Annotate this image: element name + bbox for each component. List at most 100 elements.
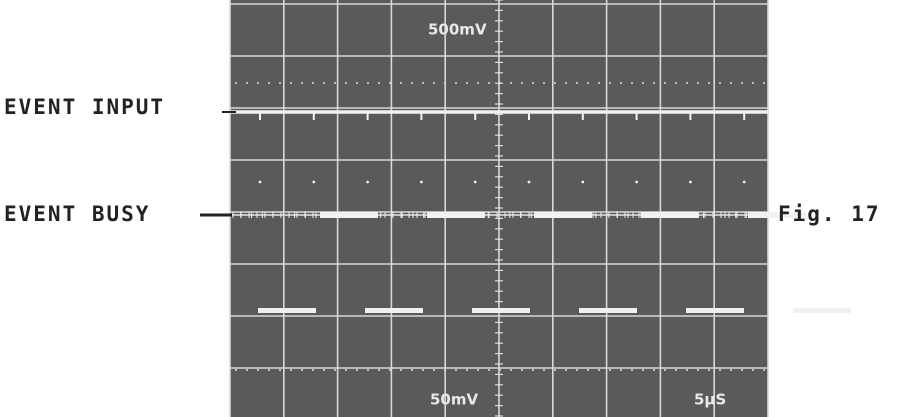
dotted-marker (257, 82, 259, 84)
dotted-marker (420, 181, 423, 184)
dotted-marker (477, 82, 479, 84)
dotted-marker (664, 82, 666, 84)
dotted-marker (422, 82, 424, 84)
dotted-marker (268, 82, 270, 84)
dotted-marker (554, 369, 556, 371)
dotted-marker (543, 82, 545, 84)
dotted-marker (689, 181, 692, 184)
top-scale-label: 500mV (428, 21, 487, 39)
dotted-marker (367, 82, 369, 84)
dotted-marker (510, 82, 512, 84)
dotted-marker (455, 369, 457, 371)
dotted-marker (301, 369, 303, 371)
dotted-marker (312, 181, 315, 184)
dotted-marker (345, 369, 347, 371)
busy-pulse (427, 212, 485, 218)
dotted-marker (620, 369, 622, 371)
dotted-marker (743, 181, 746, 184)
lower-pulse (365, 308, 423, 313)
dotted-marker (334, 82, 336, 84)
dotted-marker (235, 82, 237, 84)
dotted-marker (477, 369, 479, 371)
dotted-marker (741, 82, 743, 84)
dotted-marker (543, 369, 545, 371)
dotted-marker (235, 369, 237, 371)
dotted-marker (259, 181, 262, 184)
dotted-marker (378, 82, 380, 84)
dotted-marker (635, 181, 638, 184)
lower-pulse (579, 308, 637, 313)
event-busy-label: EVENT BUSY (4, 202, 150, 226)
dotted-marker (664, 369, 666, 371)
dotted-marker (730, 82, 732, 84)
dotted-marker (455, 82, 457, 84)
dotted-marker (741, 369, 743, 371)
dotted-marker (488, 369, 490, 371)
dotted-marker (565, 82, 567, 84)
dotted-marker (708, 369, 710, 371)
dotted-marker (334, 369, 336, 371)
dotted-marker (609, 82, 611, 84)
dotted-marker (581, 181, 584, 184)
lower-pulse (793, 308, 851, 313)
dotted-marker (697, 82, 699, 84)
dotted-marker (521, 82, 523, 84)
dotted-marker (686, 369, 688, 371)
dotted-marker (598, 82, 600, 84)
dotted-marker (499, 82, 501, 84)
dotted-marker (576, 369, 578, 371)
dotted-marker (752, 369, 754, 371)
figure: EVENT INPUT EVENT BUSY Fig. 17 500mV 50m… (0, 0, 912, 417)
dotted-marker (366, 181, 369, 184)
dotted-marker (532, 82, 534, 84)
dotted-marker (400, 82, 402, 84)
lower-pulse (472, 308, 530, 313)
dotted-marker (466, 82, 468, 84)
dotted-marker (433, 82, 435, 84)
dotted-marker (631, 369, 633, 371)
dotted-marker (587, 82, 589, 84)
dotted-marker (466, 369, 468, 371)
dotted-marker (642, 369, 644, 371)
dotted-marker (609, 369, 611, 371)
lower-pulse (258, 308, 316, 313)
dotted-marker (279, 369, 281, 371)
dotted-marker (246, 82, 248, 84)
dotted-marker (433, 369, 435, 371)
dotted-marker (719, 82, 721, 84)
dotted-marker (565, 369, 567, 371)
dotted-marker (719, 369, 721, 371)
dotted-marker (499, 369, 501, 371)
dotted-marker (257, 369, 259, 371)
dotted-marker (474, 181, 477, 184)
dotted-marker (686, 82, 688, 84)
time-scale-label: 5μS (694, 391, 726, 409)
dotted-marker (642, 82, 644, 84)
dotted-marker (246, 369, 248, 371)
dotted-marker (763, 82, 765, 84)
dotted-marker (411, 82, 413, 84)
dotted-marker (389, 369, 391, 371)
dotted-marker (301, 82, 303, 84)
dotted-marker (763, 369, 765, 371)
dotted-marker (411, 369, 413, 371)
page: EVENT INPUT EVENT BUSY Fig. 17 500mV 50m… (0, 0, 912, 417)
busy-pulse (641, 212, 699, 218)
dotted-marker (444, 82, 446, 84)
dotted-marker (598, 369, 600, 371)
dotted-marker (268, 369, 270, 371)
bottom-scale-label: 50mV (430, 391, 479, 409)
dotted-marker (290, 369, 292, 371)
dotted-marker (675, 369, 677, 371)
dotted-marker (510, 369, 512, 371)
dotted-marker (400, 369, 402, 371)
busy-pulse (534, 212, 592, 218)
dotted-marker (532, 369, 534, 371)
lower-pulse (686, 308, 744, 313)
dotted-marker (356, 82, 358, 84)
event-input-label: EVENT INPUT (4, 95, 165, 119)
dotted-marker (279, 82, 281, 84)
dotted-marker (620, 82, 622, 84)
dotted-marker (323, 369, 325, 371)
dotted-marker (367, 369, 369, 371)
